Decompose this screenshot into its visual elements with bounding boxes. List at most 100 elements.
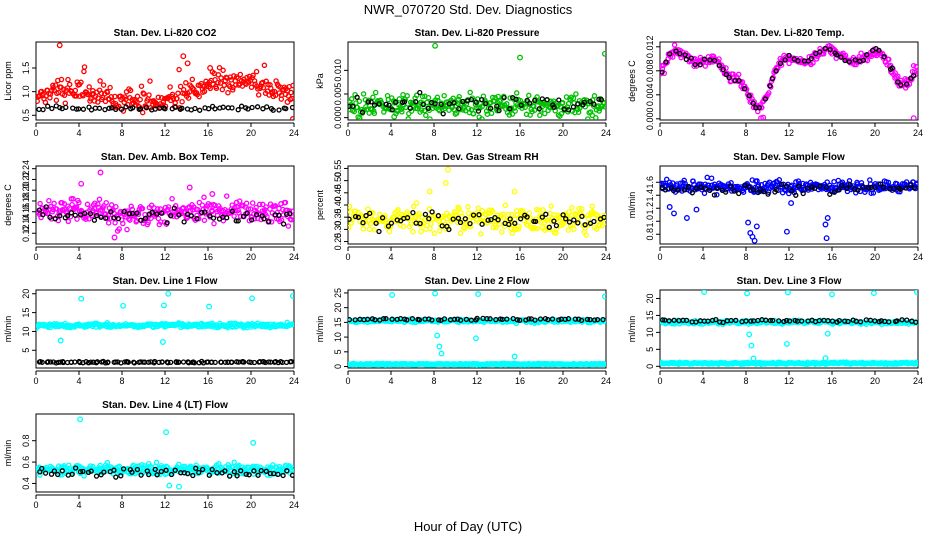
main-point	[153, 459, 160, 466]
main-point	[219, 86, 226, 93]
reference-point	[786, 318, 793, 324]
reference-point	[662, 187, 669, 193]
outlier-point	[823, 235, 830, 242]
reference-point	[904, 317, 910, 323]
reference-point	[765, 191, 771, 197]
main-point	[441, 92, 447, 99]
reference-point	[287, 210, 293, 217]
reference-point	[196, 469, 202, 476]
reference-point	[404, 215, 411, 221]
reference-point	[36, 106, 42, 113]
panel-title: Stan. Dev. Line 1 Flow	[113, 276, 218, 287]
reference-point	[457, 219, 464, 226]
main-point	[475, 205, 481, 211]
y-axis: 0.5 1.0 1.5	[21, 62, 36, 122]
main-point	[599, 223, 605, 229]
main-point	[180, 204, 187, 211]
main-point	[509, 230, 515, 237]
reference-point	[446, 101, 452, 107]
reference-point	[63, 104, 69, 111]
reference-point	[474, 315, 480, 322]
reference-point	[767, 317, 774, 324]
y-tick-label: 15	[21, 308, 31, 318]
main-point	[260, 84, 267, 91]
reference-point	[123, 104, 129, 110]
reference-point	[251, 468, 257, 474]
reference-point	[855, 187, 861, 193]
reference-point	[118, 360, 124, 366]
reference-point	[172, 104, 179, 110]
reference-point	[539, 96, 545, 102]
main-point	[365, 206, 371, 212]
main-point	[259, 201, 266, 208]
x-tick-label: 12	[160, 376, 170, 386]
reference-point	[238, 103, 245, 109]
main-point	[467, 224, 474, 230]
y-tick-label: 15	[645, 310, 655, 320]
main-point	[36, 98, 40, 104]
reference-point	[777, 60, 784, 67]
x-tick-label: 0	[657, 376, 662, 386]
main-point	[418, 107, 425, 113]
reference-point	[359, 109, 366, 115]
main-point	[193, 462, 199, 468]
reference-point	[778, 181, 785, 188]
reference-point	[87, 211, 94, 217]
main-point	[728, 180, 734, 186]
reference-point	[113, 359, 119, 365]
reference-point	[164, 220, 170, 226]
plot-frame	[659, 289, 919, 369]
main-point	[81, 473, 87, 479]
main-point	[596, 223, 603, 229]
outlier-point	[822, 355, 829, 362]
x-tick-label: 24	[289, 128, 299, 138]
main-point	[408, 221, 414, 227]
reference-point	[827, 46, 833, 53]
reference-point	[693, 185, 699, 192]
main-point	[498, 97, 504, 103]
y-tick-label: 0.40	[333, 196, 343, 214]
reference-point	[527, 100, 533, 106]
panel-title: Stan. Dev. Li-820 CO2	[114, 28, 217, 39]
reference-point	[473, 99, 479, 105]
reference-point	[506, 221, 512, 228]
main-point	[66, 462, 72, 468]
outlier-point	[207, 65, 214, 71]
x-tick-label: 8	[743, 128, 748, 138]
x-tick-label: 0	[657, 252, 662, 262]
main-point	[817, 45, 823, 52]
main-point	[174, 95, 180, 102]
y-tick-label: 5	[333, 349, 343, 354]
x-tick-label: 0	[657, 128, 662, 138]
reference-point	[504, 316, 510, 322]
main-point	[489, 208, 496, 215]
x-tick-label: 16	[515, 252, 525, 262]
x-tick-label: 0	[345, 376, 350, 386]
main-point	[437, 228, 443, 234]
reference-point	[284, 468, 290, 474]
reference-point	[218, 359, 224, 365]
outlier-point	[824, 330, 831, 337]
reference-point	[388, 220, 395, 226]
reference-point	[224, 215, 230, 221]
reference-point	[276, 107, 282, 113]
reference-point	[440, 111, 446, 117]
reference-point	[598, 97, 605, 103]
reference-point	[786, 52, 792, 59]
reference-point	[262, 359, 268, 366]
reference-point	[263, 468, 269, 474]
reference-point	[733, 317, 739, 324]
main-point	[513, 90, 520, 96]
reference-point	[782, 57, 788, 63]
data-points	[36, 42, 294, 120]
reference-point	[385, 223, 392, 229]
outlier-point	[97, 169, 104, 176]
outlier-point	[870, 290, 877, 297]
main-point	[155, 94, 162, 101]
reference-point	[487, 316, 493, 322]
main-point	[386, 228, 393, 235]
reference-point	[152, 466, 158, 473]
x-tick-label: 16	[515, 376, 525, 386]
main-point	[215, 72, 222, 78]
reference-point	[113, 474, 119, 480]
